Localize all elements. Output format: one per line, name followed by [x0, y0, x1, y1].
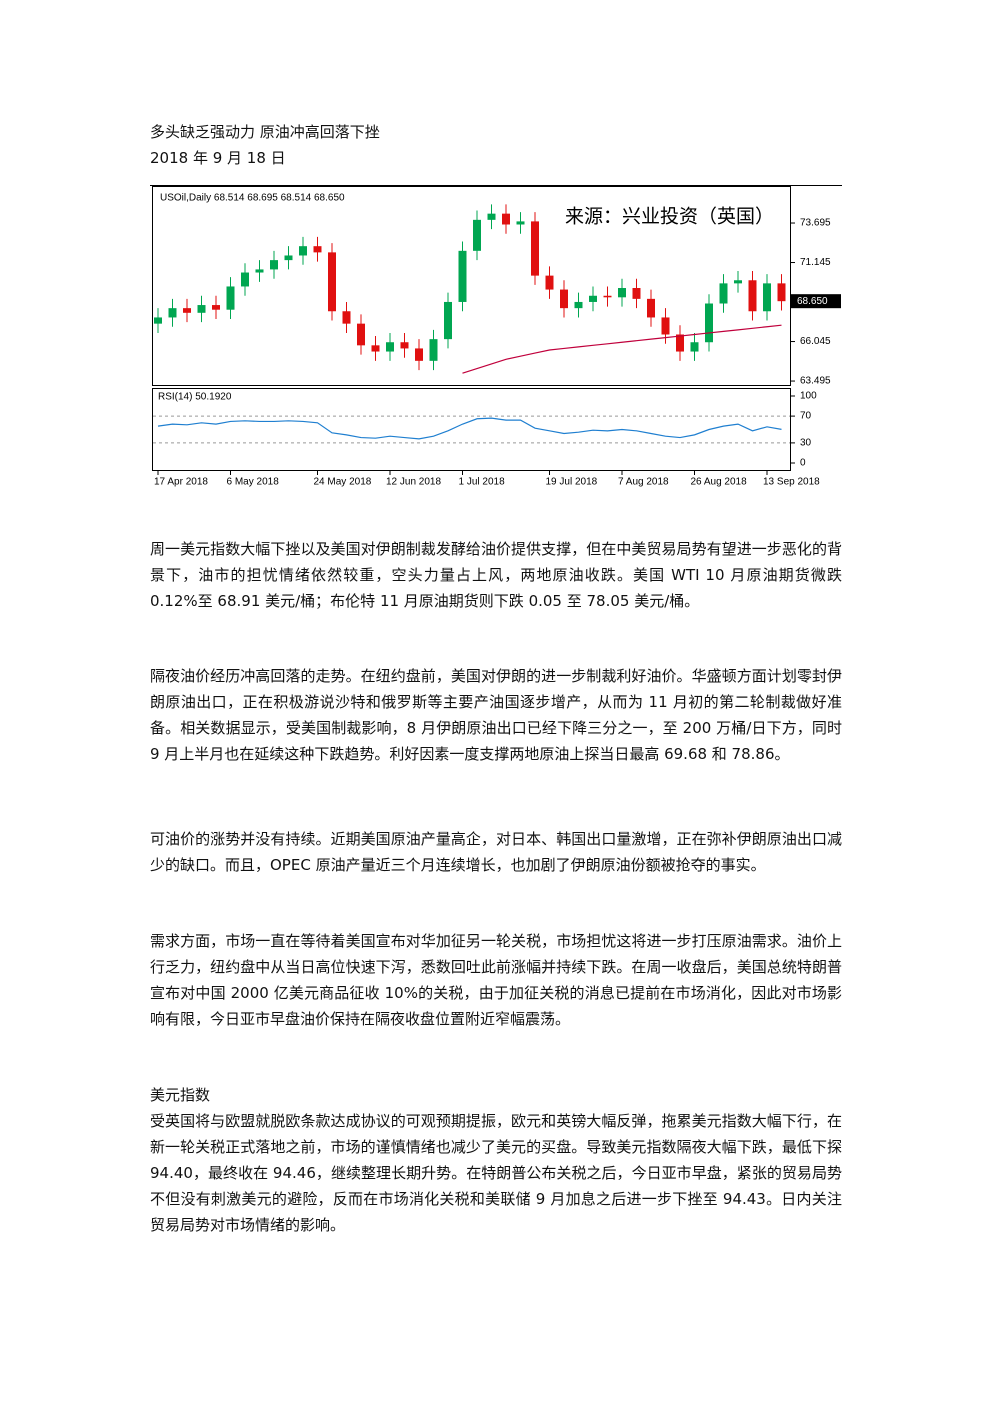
doc-title: 多头缺乏强动力 原油冲高回落下挫 — [150, 123, 380, 141]
x-tick-label: 6 May 2018 — [227, 477, 280, 488]
candle-body — [502, 213, 510, 225]
paragraph: 需求方面，市场一直在等待着美国宣布对华加征另一轮关税，市场担忧这将进一步打压原油… — [150, 932, 842, 1028]
candle-body — [531, 221, 539, 276]
candle-body — [197, 305, 206, 313]
x-tick-label: 19 Jul 2018 — [546, 477, 598, 488]
x-tick-label: 1 Jul 2018 — [459, 477, 506, 488]
watermark: 来源：兴业投资（英国） — [565, 206, 774, 228]
candle-body — [270, 260, 278, 270]
candle-body — [226, 286, 235, 310]
candle-body — [212, 305, 220, 310]
x-tick-label: 26 Aug 2018 — [691, 477, 748, 488]
candle-body — [357, 323, 365, 346]
candle-body — [574, 301, 583, 309]
rsi-tick-label: 0 — [800, 458, 806, 469]
candle-body — [545, 275, 554, 290]
candle-body — [284, 255, 293, 261]
rsi-panel — [152, 388, 791, 471]
candle-body — [705, 303, 713, 343]
rsi-tick-label: 100 — [800, 391, 817, 402]
candle-body — [589, 295, 597, 302]
candle-body — [458, 250, 467, 302]
rsi-tick-label: 30 — [800, 438, 812, 449]
paragraph: 隔夜油价经历冲高回落的走势。在纽约盘前，美国对伊朗的进一步制裁利好油价。华盛顿方… — [150, 667, 842, 763]
candle-body — [748, 280, 757, 312]
last-price-label: 68.650 — [797, 296, 828, 307]
candle-body — [168, 308, 177, 318]
paragraph: 周一美元指数大幅下挫以及美国对伊朗制裁发酵给油价提供支撑，但在中美贸易局势有望进… — [150, 540, 842, 610]
x-tick-label: 7 Aug 2018 — [618, 477, 669, 488]
candle-body — [371, 345, 380, 352]
paragraph: 可油价的涨势并没有持续。近期美国原油产量高企，对日本、韩国出口量激增，正在弥补伊… — [150, 830, 842, 874]
candle-body — [342, 311, 351, 324]
candle-body — [429, 339, 438, 361]
candle-body — [734, 280, 742, 284]
rsi-line — [157, 417, 782, 440]
rsi-header: RSI(14) 50.1920 — [158, 392, 232, 403]
candle-body — [661, 317, 670, 335]
x-tick-label: 12 Jun 2018 — [386, 477, 441, 488]
rsi-tick-label: 70 — [800, 411, 812, 422]
candle-body — [473, 219, 481, 251]
candle-body — [154, 317, 162, 324]
candle-body — [386, 342, 394, 352]
candle-body — [516, 221, 525, 225]
paragraph: 受英国将与欧盟就脱欧条款达成协议的可观预期提振，欧元和英镑大幅反弹，拖累美元指数… — [150, 1112, 842, 1234]
doc-date: 2018 年 9 月 18 日 — [150, 149, 286, 167]
candle-body — [255, 269, 264, 273]
candle-body — [763, 283, 771, 312]
candle-body — [690, 342, 699, 352]
chart-header: USOil,Daily 68.514 68.695 68.514 68.650 — [160, 193, 345, 204]
candle-body — [560, 289, 568, 309]
y-tick-label: 63.495 — [800, 376, 831, 387]
x-tick-label: 17 Apr 2018 — [154, 477, 208, 488]
candle-body — [313, 246, 322, 253]
candle-body — [328, 252, 336, 312]
section-heading: 美元指数 — [150, 1086, 211, 1104]
candle-body — [777, 283, 786, 302]
candle-body — [183, 308, 191, 313]
last-price-badge — [791, 294, 841, 309]
candle-body — [400, 342, 409, 349]
y-tick-label: 73.695 — [800, 218, 831, 229]
x-tick-label: 13 Sep 2018 — [763, 477, 820, 488]
candle-body — [415, 348, 423, 361]
price-panel — [152, 186, 791, 386]
candle-body — [444, 301, 452, 340]
candle-body — [603, 295, 612, 298]
candle-body — [632, 288, 641, 299]
candle-body — [676, 334, 684, 352]
y-tick-label: 66.045 — [800, 336, 831, 347]
x-tick-label: 24 May 2018 — [314, 477, 372, 488]
candle-body — [299, 246, 307, 256]
y-tick-label: 71.145 — [800, 257, 831, 268]
candle-body — [647, 298, 655, 318]
candle-body — [241, 272, 249, 287]
candle-body — [618, 288, 626, 298]
chart: USOil,Daily 68.514 68.695 68.514 68.650 … — [150, 185, 842, 488]
moving-average — [462, 324, 782, 374]
candle-body — [719, 283, 728, 304]
candle-body — [487, 213, 496, 220]
